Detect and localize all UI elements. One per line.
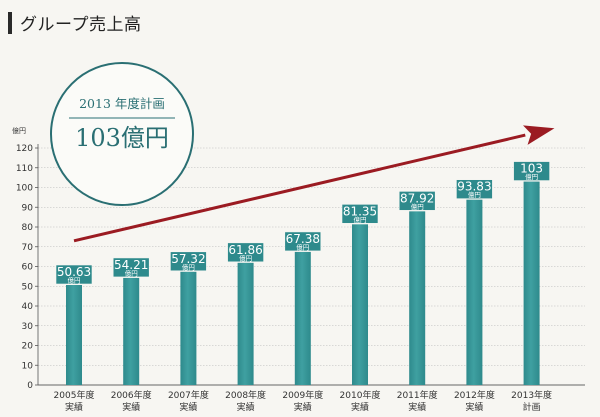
trend-arrow-head <box>522 125 555 145</box>
x-tick-label-type: 実績 <box>122 401 140 413</box>
bars: 50.63億円54.21億円57.32億円61.86億円67.38億円81.35… <box>55 161 550 385</box>
bar-unit-label: 億円 <box>525 172 538 181</box>
x-tick-label-type: 実績 <box>408 401 426 413</box>
bar <box>66 285 82 385</box>
bar-value-box <box>284 231 322 252</box>
bar <box>466 199 483 385</box>
y-tick-label: 50 <box>22 282 34 292</box>
plan-callout-circle: 2013 年度計画 103億円 <box>50 62 194 206</box>
x-tick-label-type: 実績 <box>237 401 255 413</box>
bar-value-box <box>456 179 493 199</box>
y-tick-label: 60 <box>22 263 34 273</box>
bar-value-label: 93.83 <box>457 180 491 194</box>
bar-unit-label: 億円 <box>68 276 81 285</box>
bar <box>352 224 368 385</box>
trend-arrow <box>73 125 555 243</box>
bar-value-box <box>341 204 379 224</box>
bar <box>294 251 311 385</box>
title-accent-bar <box>8 12 12 34</box>
bar-unit-label: 億円 <box>296 242 309 251</box>
bar-value-label: 54.21 <box>114 258 148 272</box>
bar-unit-label: 億円 <box>239 253 252 262</box>
x-tick-label-year: 2007年度 <box>168 389 209 401</box>
bar-value-label: 67.38 <box>286 232 320 246</box>
bar-value-label: 50.63 <box>57 265 91 279</box>
x-tick-label-type: 実績 <box>294 401 312 413</box>
x-tick-label-type: 実績 <box>65 401 83 413</box>
x-tick-label-year: 2006年度 <box>111 389 152 401</box>
bar-value-label: 81.35 <box>343 204 377 218</box>
y-tick-label: 80 <box>22 223 34 233</box>
x-tick-label-year: 2005年度 <box>54 389 95 401</box>
x-tick-label-type: 実績 <box>465 401 483 413</box>
y-tick-label: 120 <box>16 144 33 154</box>
bar-value-box <box>55 264 93 285</box>
bar-unit-label: 億円 <box>411 202 424 211</box>
bar-unit-label: 億円 <box>125 268 138 277</box>
bar-unit-label: 億円 <box>182 262 195 271</box>
bar-unit-label: 億円 <box>354 215 367 224</box>
y-tick-label: 10 <box>22 361 34 371</box>
page-title: グループ売上高 <box>20 15 142 35</box>
y-tick-label: 100 <box>16 184 33 194</box>
y-tick-label: 0 <box>27 381 33 391</box>
x-tick-label-year: 2012年度 <box>454 389 495 401</box>
x-tick-label-year: 2008年度 <box>225 389 266 401</box>
bar-value-box <box>112 257 150 278</box>
bar <box>123 277 140 385</box>
bar-value-label: 57.32 <box>171 252 205 266</box>
y-tick-label: 40 <box>22 302 34 312</box>
y-tick-label: 90 <box>22 203 34 213</box>
y-tick-label: 70 <box>22 243 34 253</box>
x-tick-label-type: 実績 <box>351 401 369 413</box>
callout-year-text: 2013 年度計画 <box>79 96 165 111</box>
bar <box>180 271 197 385</box>
x-tick-label-year: 2010年度 <box>340 389 381 401</box>
bar <box>523 181 540 385</box>
callout-value-text: 103億円 <box>75 124 169 152</box>
bar <box>237 262 254 385</box>
bar-value-box <box>513 161 550 181</box>
x-axis-labels: 2005年度実績2006年度実績2007年度実績2008年度実績2009年度実績… <box>54 389 553 413</box>
x-tick-label-year: 2009年度 <box>282 389 323 401</box>
y-tick-label: 30 <box>22 322 34 332</box>
x-tick-label-year: 2013年度 <box>511 389 552 401</box>
bar-value-box <box>398 191 436 211</box>
y-tick-label: 20 <box>22 342 34 352</box>
y-axis-unit-label: 億円 <box>12 126 26 135</box>
x-tick-label-type: 実績 <box>179 401 197 413</box>
x-tick-label-type: 計画 <box>523 401 541 413</box>
bar-value-label: 87.92 <box>400 191 434 205</box>
callout-circle-outline <box>50 62 194 206</box>
bar-unit-label: 億円 <box>468 190 481 199</box>
x-tick-label-year: 2011年度 <box>397 389 438 401</box>
y-axis: 億円 0 10 20 30 40 50 60 70 80 90 100 110 120 <box>12 126 39 391</box>
y-tick-label: 110 <box>16 164 33 174</box>
bar-value-label: 103 <box>520 162 543 176</box>
trend-arrow-shaft <box>73 133 526 243</box>
bar-value-box <box>170 251 207 272</box>
bar-value-box <box>227 242 264 263</box>
bar <box>409 211 426 385</box>
bar-value-label: 61.86 <box>228 243 262 257</box>
